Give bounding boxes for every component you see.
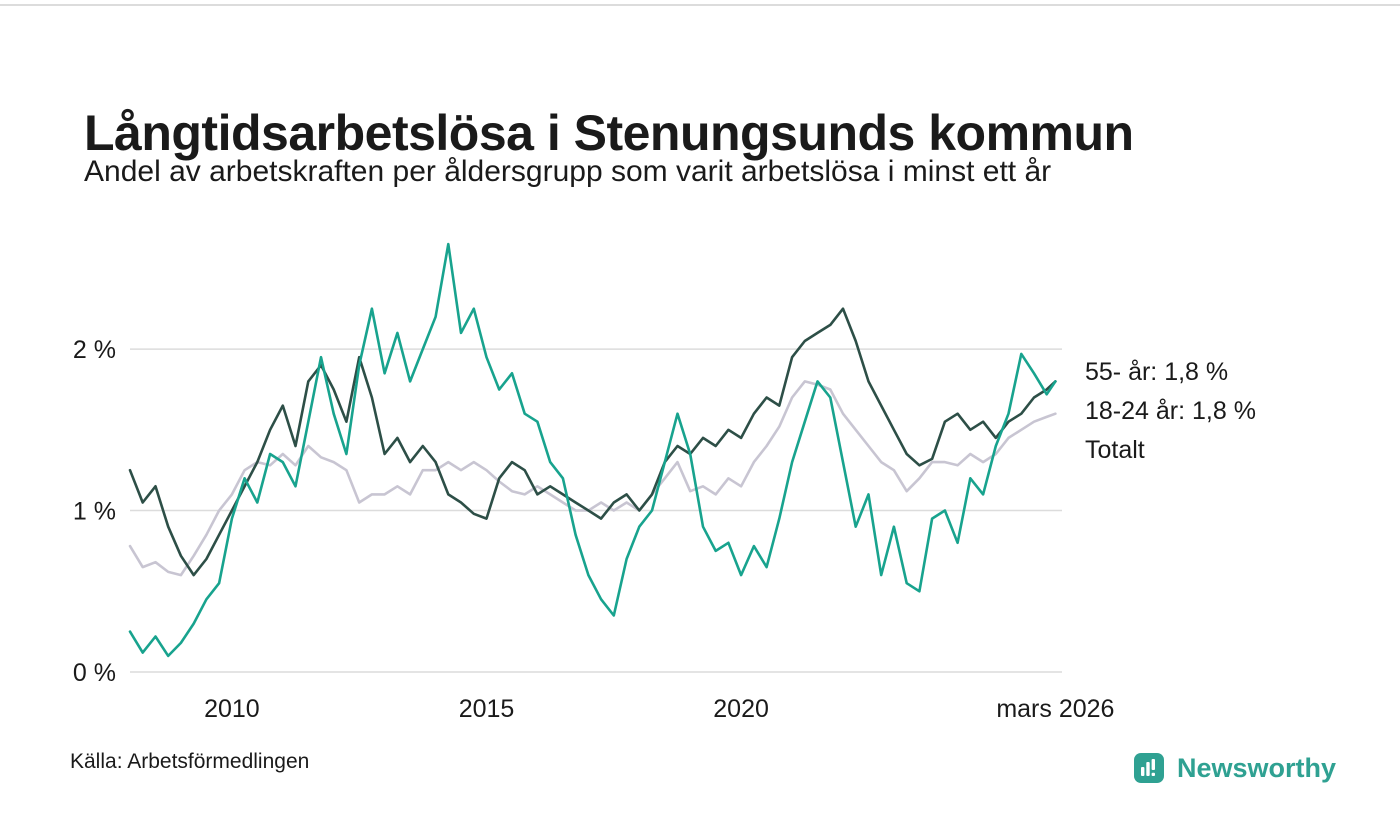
series-label-totalt: Totalt xyxy=(1085,436,1145,464)
top-divider xyxy=(0,4,1400,6)
chart-title: Långtidsarbetslösa i Stenungsunds kommun xyxy=(84,104,1134,161)
series-label-18-24: 18-24 år: 1,8 % xyxy=(1085,397,1256,425)
x-tick-label: mars 2026 xyxy=(996,695,1114,723)
y-tick-label: 2 % xyxy=(73,336,116,364)
y-tick-label: 0 % xyxy=(73,659,116,687)
newsworthy-logo: Newsworthy xyxy=(1131,750,1336,786)
series-line-55 xyxy=(128,307,1057,577)
x-tick-label: 2015 xyxy=(459,695,515,723)
series-label-55: 55- år: 1,8 % xyxy=(1085,358,1229,386)
x-tick-label: 2010 xyxy=(204,695,260,723)
source-text: Källa: Arbetsförmedlingen xyxy=(70,750,310,773)
series-line-totalt xyxy=(128,380,1057,577)
x-tick-label: 2020 xyxy=(713,695,769,723)
newsworthy-logo-icon xyxy=(1133,753,1164,783)
y-tick-label: 1 % xyxy=(73,498,116,526)
series-line-18-24 xyxy=(128,242,1057,658)
chart-subtitle: Andel av arbetskraften per åldersgrupp s… xyxy=(84,155,1052,188)
newsworthy-logo-text: Newsworthy xyxy=(1176,752,1336,783)
